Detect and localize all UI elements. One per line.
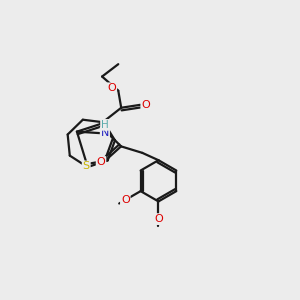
Text: O: O bbox=[97, 157, 105, 167]
Text: O: O bbox=[121, 195, 130, 205]
Text: O: O bbox=[154, 214, 163, 224]
Text: O: O bbox=[141, 100, 150, 110]
Text: H: H bbox=[101, 120, 109, 130]
Text: N: N bbox=[101, 128, 109, 137]
Text: O: O bbox=[107, 83, 116, 93]
Text: S: S bbox=[83, 161, 90, 171]
